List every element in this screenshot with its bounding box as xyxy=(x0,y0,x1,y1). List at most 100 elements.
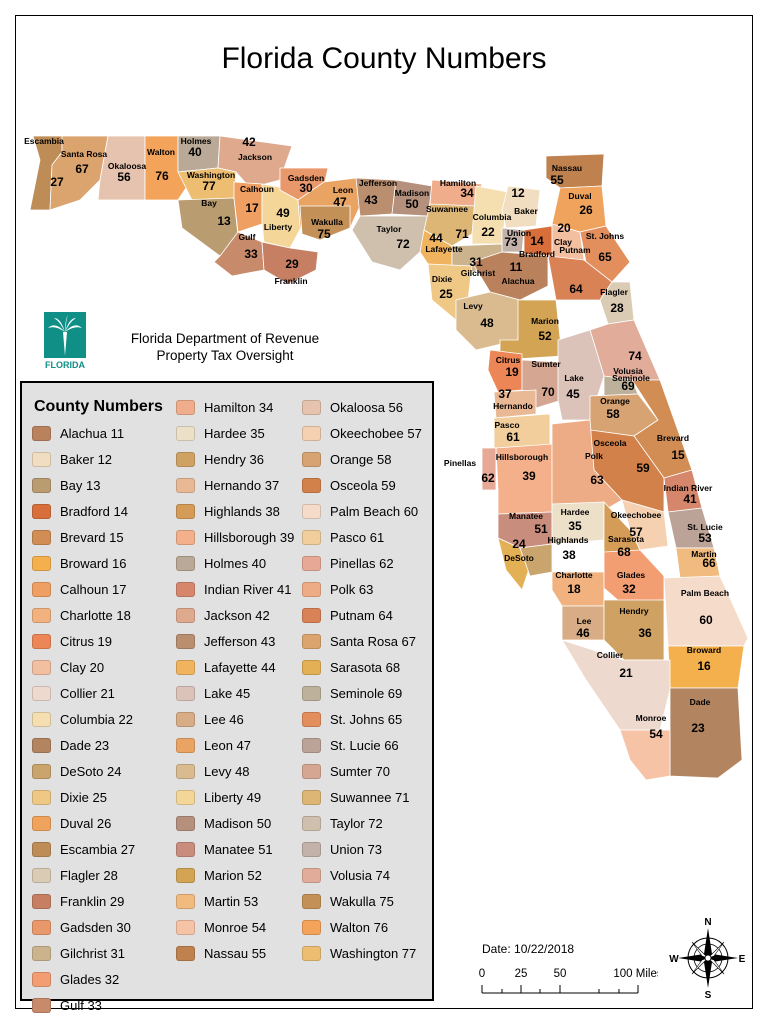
legend-item-label: Dixie 25 xyxy=(60,789,107,805)
legend-item-label: Walton 76 xyxy=(330,919,389,935)
legend-item-label: Citrus 19 xyxy=(60,633,113,649)
legend-item: Sumter 70 xyxy=(302,762,390,780)
county-number-label: 45 xyxy=(566,387,580,401)
legend-item: Dixie 25 xyxy=(32,788,107,806)
legend-swatch xyxy=(32,685,51,701)
legend-item: Levy 48 xyxy=(176,762,250,780)
legend-item-label: Monroe 54 xyxy=(204,919,267,935)
legend-swatch xyxy=(302,867,321,883)
legend-item: St. Lucie 66 xyxy=(302,736,399,754)
county-number-label: 49 xyxy=(276,206,290,220)
legend-item-label: Washington 77 xyxy=(330,945,417,961)
county-name-label: Polk xyxy=(585,451,603,461)
legend-swatch xyxy=(176,607,195,623)
county-name-label: Osceola xyxy=(593,438,626,448)
county-name-label: Hamilton xyxy=(440,178,476,188)
legend-item-label: Leon 47 xyxy=(204,737,251,753)
legend-item-label: Lafayette 44 xyxy=(204,659,276,675)
county-number-label: 73 xyxy=(504,235,518,249)
legend-item-label: Lake 45 xyxy=(204,685,251,701)
county-name-label: Indian River xyxy=(664,483,713,493)
agency-line-1: Florida Department of Revenue xyxy=(130,331,320,346)
legend-item: Escambia 27 xyxy=(32,840,135,858)
county-number-label: 39 xyxy=(522,469,536,483)
county-number-label: 11 xyxy=(510,260,523,274)
county-number-label: 36 xyxy=(638,626,652,640)
legend-item: Indian River 41 xyxy=(176,580,291,598)
legend-swatch xyxy=(176,737,195,753)
county-shape xyxy=(423,203,477,247)
legend-item-label: Marion 52 xyxy=(204,867,262,883)
county-name-label: Union xyxy=(507,228,531,238)
legend-item: Suwannee 71 xyxy=(302,788,410,806)
legend-item-label: Hardee 35 xyxy=(204,425,265,441)
county-number-label: 32 xyxy=(622,582,636,596)
legend-item: Okeechobee 57 xyxy=(302,424,422,442)
county-number-label: 25 xyxy=(439,287,453,301)
legend-item-label: Suwannee 71 xyxy=(330,789,410,805)
legend-swatch xyxy=(32,503,51,519)
compass-rose-icon: N S E W xyxy=(669,917,745,1000)
county-name-label: Liberty xyxy=(264,222,293,232)
legend-item: Taylor 72 xyxy=(302,814,383,832)
legend-swatch xyxy=(176,893,195,909)
county-name-label: Palm Beach xyxy=(681,588,729,598)
county-number-label: 31 xyxy=(469,255,483,269)
legend-swatch xyxy=(302,451,321,467)
county-shape xyxy=(481,447,497,491)
county-name-label: Flagler xyxy=(600,287,629,297)
agency-name: Florida Department of Revenue Property T… xyxy=(108,330,342,364)
legend-item-label: Hillsborough 39 xyxy=(204,529,295,545)
legend-item: Jackson 42 xyxy=(176,606,270,624)
county-name-label: Taylor xyxy=(377,224,403,234)
legend-swatch xyxy=(32,607,51,623)
legend-swatch xyxy=(176,425,195,441)
county-name-label: Collier xyxy=(597,650,624,660)
legend-swatch xyxy=(302,503,321,519)
legend-swatch xyxy=(176,529,195,545)
map-title: Florida County Numbers xyxy=(221,42,547,75)
county-number-label: 60 xyxy=(699,613,713,627)
legend-swatch xyxy=(176,477,195,493)
legend-item: Broward 16 xyxy=(32,554,126,572)
compass-south-label: S xyxy=(705,990,712,1000)
legend-item: Gadsden 30 xyxy=(32,918,131,936)
legend-item: Collier 21 xyxy=(32,684,115,702)
legend-swatch xyxy=(176,451,195,467)
legend-swatch xyxy=(32,581,51,597)
scale-tick-label: 50 xyxy=(554,968,567,980)
county-number-label: 68 xyxy=(617,545,631,559)
legend-item-label: Seminole 69 xyxy=(330,685,403,701)
legend-swatch xyxy=(302,607,321,623)
legend-item-label: Collier 21 xyxy=(60,685,115,701)
county-name-label: Dixie xyxy=(432,274,453,284)
legend-swatch xyxy=(32,659,51,675)
legend-item: Columbia 22 xyxy=(32,710,133,728)
legend-swatch xyxy=(176,763,195,779)
county-name-label: Alachua xyxy=(501,276,534,286)
legend-item: Volusia 74 xyxy=(302,866,390,884)
legend-swatch xyxy=(302,555,321,571)
legend-item-label: Dade 23 xyxy=(60,737,110,753)
county-name-label: Sarasota xyxy=(608,534,644,544)
county-number-label: 44 xyxy=(429,231,443,245)
legend-item: Pinellas 62 xyxy=(302,554,394,572)
legend-item-label: DeSoto 24 xyxy=(60,763,122,779)
county-number-label: 58 xyxy=(606,407,620,421)
county-number-label: 15 xyxy=(671,448,685,462)
scale-tick-label: 25 xyxy=(515,968,528,980)
county-number-label: 76 xyxy=(155,169,169,183)
legend-swatch xyxy=(32,529,51,545)
county-number-label: 53 xyxy=(698,531,712,545)
county-number-label: 67 xyxy=(75,162,89,176)
county-name-label: Highlands xyxy=(547,535,588,545)
county-number-label: 64 xyxy=(569,282,583,296)
county-number-label: 40 xyxy=(188,145,202,159)
county-name-label: Gulf xyxy=(239,232,256,242)
county-number-label: 41 xyxy=(683,492,697,506)
legend-swatch xyxy=(302,477,321,493)
county-shape xyxy=(471,185,509,245)
legend-item-label: Bay 13 xyxy=(60,477,101,493)
county-shape xyxy=(663,575,749,647)
